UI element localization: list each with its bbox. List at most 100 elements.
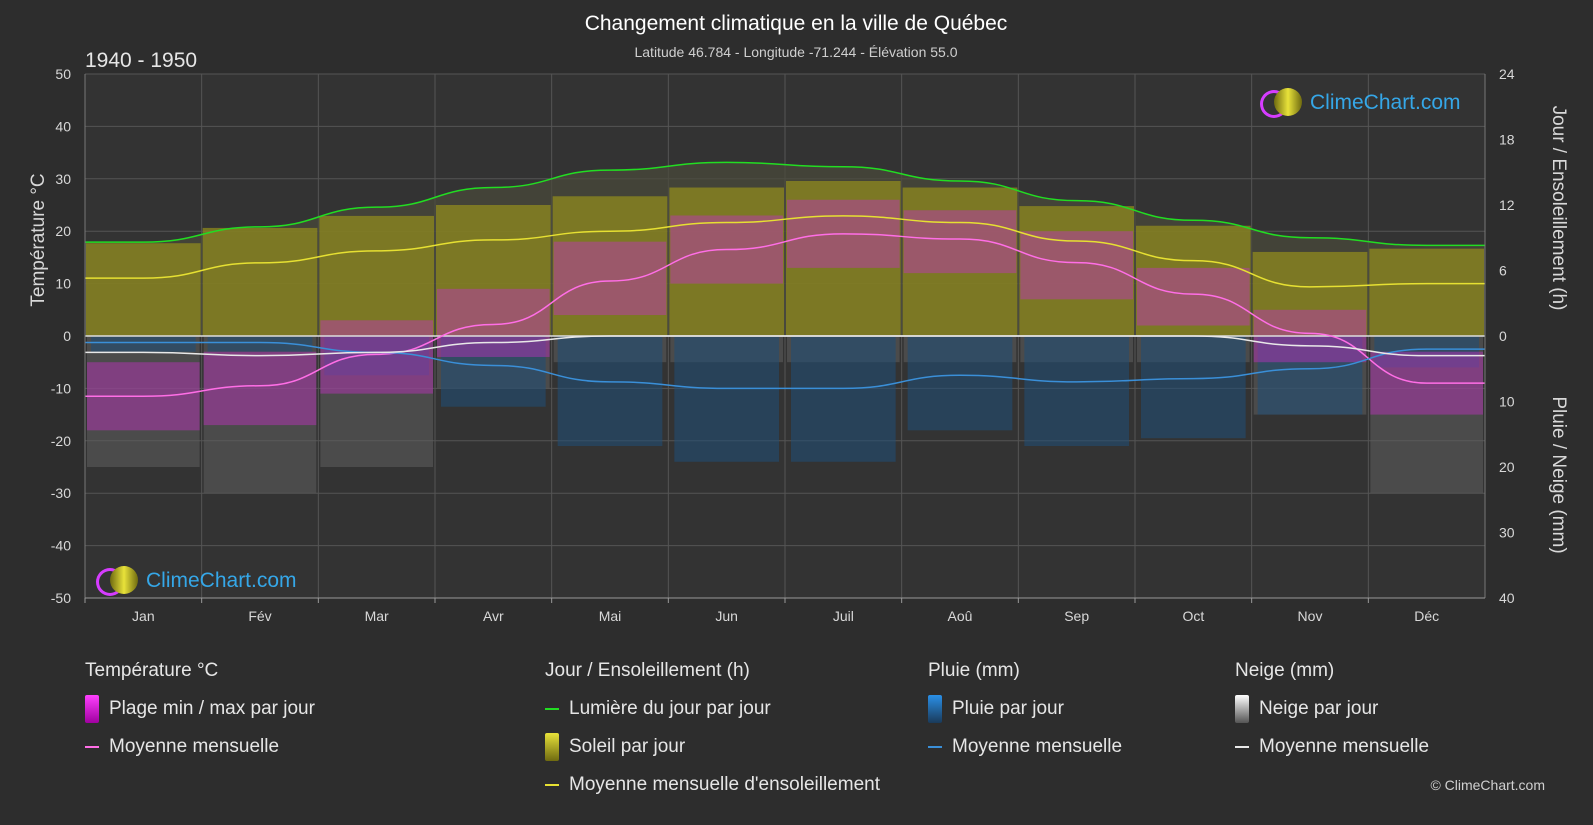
- temp-range-bar: [903, 210, 1017, 274]
- legend-label: Soleil par jour: [569, 736, 686, 757]
- rain-bar: [207, 336, 313, 352]
- legend-label: Pluie par jour: [952, 698, 1064, 719]
- chart-subtitle: Latitude 46.784 - Longitude -71.244 - Él…: [634, 44, 957, 60]
- line-swatch: [1235, 746, 1249, 748]
- temp-range-bar: [1020, 231, 1133, 300]
- rain-bar: [557, 336, 663, 447]
- legend-item: Soleil par jour: [545, 733, 880, 761]
- y-left-tick-label: 20: [55, 223, 71, 239]
- legend-label: Plage min / max par jour: [109, 698, 315, 719]
- logo-top: ClimeChart.com: [1260, 88, 1461, 118]
- y-left-tick-label: 10: [55, 276, 71, 292]
- snow-mean-line: [84, 335, 1485, 357]
- daylight-line: [85, 161, 1485, 247]
- sunshine-bar: [1369, 248, 1484, 336]
- y-right-bottom-tick-label: 20: [1499, 459, 1515, 475]
- climechart-logo-icon: [96, 566, 140, 596]
- legend-label: Moyenne mensuelle: [952, 736, 1123, 757]
- y-left-tick-label: 0: [63, 328, 71, 344]
- snow-bar: [87, 336, 200, 467]
- y-right-bottom-tick-label: 10: [1499, 394, 1515, 410]
- y-right-top-tick-label: 24: [1499, 66, 1515, 82]
- legend-item: Moyenne mensuelle: [85, 734, 315, 760]
- sunshine-bar: [436, 205, 551, 336]
- temperature-mean-line: [85, 233, 1485, 398]
- y-left-tick-label: -40: [51, 538, 71, 554]
- rain-swatch: [928, 695, 942, 723]
- rain-bar: [1141, 336, 1246, 439]
- sunshine-bar: [669, 187, 784, 336]
- legend-title: Température °C: [85, 660, 219, 681]
- legend-title: Neige (mm): [1235, 660, 1335, 681]
- month-label: Aoû: [948, 608, 973, 624]
- y-left-tick-label: -10: [51, 380, 71, 396]
- legend-temperature: Température °C Plage min / max par jour …: [85, 660, 315, 772]
- rain-bar: [674, 336, 779, 462]
- legend-label: Neige par jour: [1259, 698, 1379, 719]
- legend-item: Neige par jour: [1235, 695, 1429, 723]
- month-label: Jan: [132, 608, 155, 624]
- legend-item: Plage min / max par jour: [85, 695, 315, 723]
- y-left-tick-label: -50: [51, 590, 71, 606]
- legend-item: Moyenne mensuelle: [1235, 734, 1429, 760]
- y-right-top-axis-title: Jour / Ensoleillement (h): [1548, 106, 1569, 311]
- rain-bar: [907, 336, 1013, 431]
- y-right-top-tick-label: 0: [1499, 328, 1507, 344]
- sunshine-bar: [1019, 206, 1134, 336]
- climechart-logo-icon: [1260, 88, 1304, 118]
- y-right-bottom-tick-label: 40: [1499, 590, 1515, 606]
- legend-snow: Neige (mm) Neige par jour Moyenne mensue…: [1235, 660, 1429, 772]
- legend-title: Jour / Ensoleillement (h): [545, 660, 750, 681]
- y-left-tick-label: -20: [51, 433, 71, 449]
- legend-label: Moyenne mensuelle: [109, 736, 280, 757]
- y-left-tick-label: 30: [55, 171, 71, 187]
- month-label: Sep: [1064, 608, 1089, 624]
- logo-bottom: ClimeChart.com: [96, 566, 297, 596]
- daylight-area: [85, 162, 1485, 336]
- temp-range-bar: [1137, 267, 1250, 326]
- month-label: Mar: [365, 608, 389, 624]
- line-swatch: [545, 708, 559, 710]
- month-label: Oct: [1182, 608, 1204, 624]
- sunshine-bar: [902, 187, 1018, 336]
- copyright: © ClimeChart.com: [1430, 777, 1545, 793]
- rain-bar: [324, 336, 429, 376]
- legend-label: Lumière du jour par jour: [569, 698, 771, 719]
- y-left-tick-label: 40: [55, 118, 71, 134]
- line-swatch: [928, 746, 942, 748]
- y-right-top-tick-label: 18: [1499, 132, 1515, 148]
- line-swatch: [545, 784, 559, 786]
- y-right-top-tick-label: 6: [1499, 263, 1507, 279]
- rain-mean-line: [85, 341, 1485, 390]
- sunshine-mean-line: [84, 215, 1485, 288]
- month-label: Jun: [715, 608, 738, 624]
- sunshine-bar: [786, 180, 901, 336]
- rain-bar: [791, 336, 896, 462]
- legend-item: Pluie par jour: [928, 695, 1122, 723]
- rain-bar: [1024, 336, 1129, 447]
- sunshine-bar: [319, 215, 434, 336]
- legend-sun: Jour / Ensoleillement (h) Lumière du jou…: [545, 660, 880, 810]
- y-left-axis-title: Température °C: [28, 173, 49, 306]
- month-label: Fév: [248, 608, 271, 624]
- line-swatch: [85, 746, 99, 748]
- logo-text: ClimeChart.com: [1310, 91, 1461, 114]
- chart-title: Changement climatique en la ville de Qué…: [585, 12, 1008, 35]
- sunshine-bar: [1252, 251, 1368, 336]
- temp-range-bar: [553, 241, 667, 316]
- snow-bar: [203, 336, 317, 494]
- legend-rain: Pluie (mm) Pluie par jour Moyenne mensue…: [928, 660, 1122, 772]
- sun-swatch: [545, 733, 559, 761]
- sunshine-bar: [1136, 225, 1251, 336]
- rain-bar: [441, 336, 546, 407]
- sunshine-bar: [86, 243, 201, 336]
- temp-range-bar: [437, 288, 550, 357]
- month-label: Déc: [1414, 608, 1439, 624]
- plot-area: 50 40 30 20 10 0 -10 -20 -30 -40 -50 24 18 12 6 0 10 20 30…: [51, 66, 1515, 624]
- sunshine-bar: [202, 227, 318, 336]
- y-left-tick-label: -30: [51, 485, 71, 501]
- y-right-top-tick-label: 12: [1499, 197, 1515, 213]
- range-swatch: [85, 695, 99, 723]
- month-label: Avr: [483, 608, 504, 624]
- logo-text: ClimeChart.com: [146, 569, 297, 592]
